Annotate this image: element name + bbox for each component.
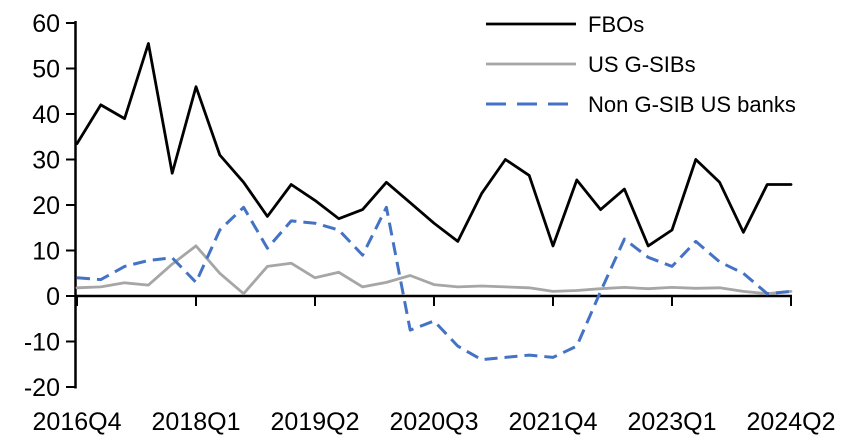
legend-item-us-g-sibs: US G-SIBs	[486, 52, 696, 77]
x-tick-label: 2021Q4	[509, 408, 598, 436]
series-lines	[75, 42, 793, 362]
y-tick-label: 30	[32, 147, 60, 175]
legend-item-fbos: FBOs	[486, 12, 644, 37]
axes: 60 50 40 30 20 10 0 -10 -20 2016Q4 2018Q1 2019Q2 202…	[24, 10, 836, 436]
legend-label-fbos: FBOs	[588, 12, 644, 37]
legend-item-non-g-sib-us-banks: Non G-SIB US banks	[486, 92, 796, 117]
x-tick-label: 2018Q1	[152, 408, 241, 436]
legend-label-us-g-sibs: US G-SIBs	[588, 52, 696, 77]
y-tick-label: -20	[24, 374, 60, 402]
y-tick-label: 60	[32, 10, 60, 38]
y-tick-label: 40	[32, 101, 60, 129]
legend-label-non-g-sib-us-banks: Non G-SIB US banks	[588, 92, 796, 117]
y-tick-label: 20	[32, 192, 60, 220]
x-tick-label: 2020Q3	[390, 408, 479, 436]
y-tick-label: 10	[32, 238, 60, 266]
y-tick-label: 50	[32, 56, 60, 84]
x-tick-label: 2024Q2	[747, 408, 836, 436]
x-tick-label: 2016Q4	[33, 408, 122, 436]
series-line-us-g-sibs	[75, 244, 793, 296]
series-line-fbos	[75, 42, 793, 248]
x-tick-label: 2023Q1	[628, 408, 717, 436]
y-tick-label: -10	[24, 329, 60, 357]
x-tick-label: 2019Q2	[271, 408, 360, 436]
legend: FBOs US G-SIBs Non G-SIB US banks	[486, 12, 796, 117]
y-tick-label: 0	[46, 283, 60, 311]
series-line-non-g-sib-us-banks	[76, 205, 792, 362]
